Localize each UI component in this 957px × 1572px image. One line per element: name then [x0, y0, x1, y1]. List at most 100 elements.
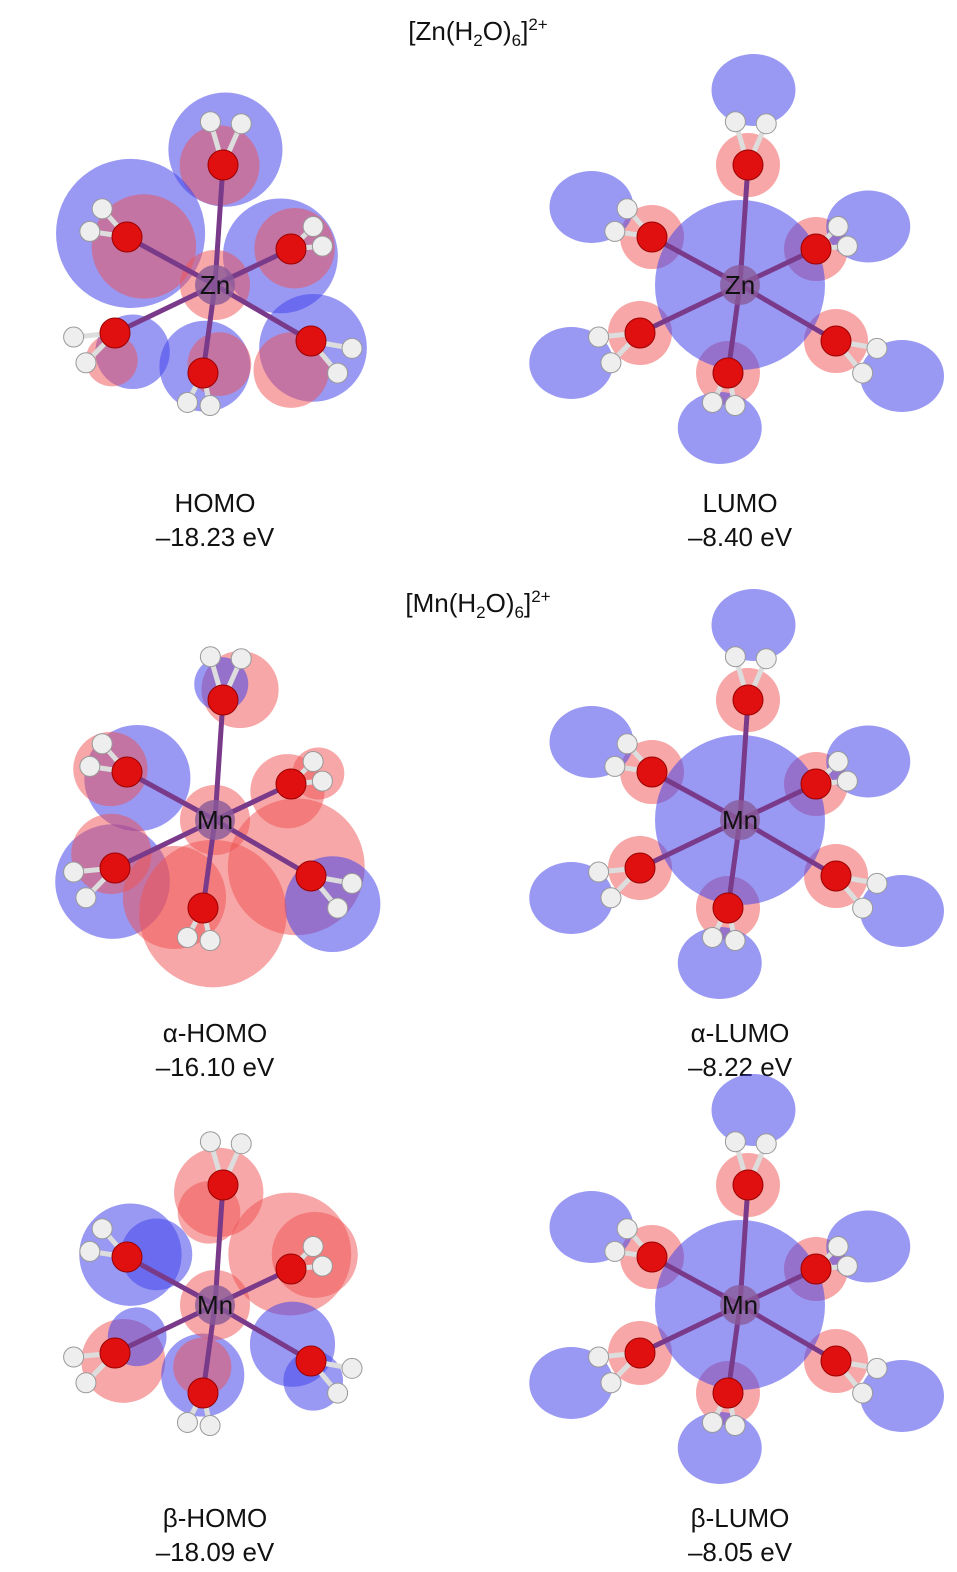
hydrogen-atom [589, 862, 609, 882]
hydrogen-atom [756, 649, 776, 669]
hydrogen-atom [725, 931, 745, 951]
orbital-picture: Mn [64, 1132, 362, 1436]
oxygen-atom [100, 1338, 130, 1368]
metal-label: Mn [722, 805, 758, 835]
oxygen-atom [821, 861, 851, 891]
hydrogen-atom [601, 353, 621, 373]
hydrogen-atom [312, 236, 332, 256]
metal-label: Zn [200, 270, 230, 300]
section-title: [Mn(H2O)6]2+ [405, 587, 550, 622]
hydrogen-atom [64, 1347, 84, 1367]
metal-label: Mn [197, 805, 233, 835]
orbital-energy: –18.09 eV [156, 1537, 275, 1567]
oxygen-atom [637, 1242, 667, 1272]
oxygen-atom [801, 234, 831, 264]
hydrogen-atom [76, 353, 96, 373]
hydrogen-atom [328, 363, 348, 383]
oxygen-atom [713, 358, 743, 388]
hydrogen-atom [725, 1416, 745, 1436]
formula-part: [Mn(H [405, 588, 476, 618]
section-title: [Zn(H2O)6]2+ [408, 15, 548, 50]
hydrogen-atom [64, 862, 84, 882]
oxygen-atom [188, 893, 218, 923]
oxygen-atom [733, 1170, 763, 1200]
oxygen-atom [733, 150, 763, 180]
hydrogen-atom [725, 396, 745, 416]
hydrogen-atom [328, 1383, 348, 1403]
oxygen-atom [296, 1346, 326, 1376]
oxygen-atom [208, 150, 238, 180]
hydrogen-atom [837, 1256, 857, 1276]
hydrogen-atom [200, 396, 220, 416]
orbital-energy: –16.10 eV [156, 1052, 275, 1082]
oxygen-atom [112, 222, 142, 252]
orbital-picture: Mn [529, 1074, 944, 1484]
formula-subscript: 6 [512, 31, 521, 50]
orbital-picture: Zn [529, 54, 944, 464]
metal-label: Zn [725, 270, 755, 300]
oxygen-atom [713, 1378, 743, 1408]
oxygen-atom [276, 769, 306, 799]
oxygen-atom [100, 318, 130, 348]
hydrogen-atom [92, 734, 112, 754]
oxygen-atom [208, 1170, 238, 1200]
hydrogen-atom [837, 236, 857, 256]
oxygen-atom [625, 1338, 655, 1368]
orbital-picture: Mn [529, 589, 944, 999]
hydrogen-atom [231, 114, 251, 134]
formula-part: O) [483, 16, 512, 46]
hydrogen-atom [867, 1358, 887, 1378]
hydrogen-atom [80, 1241, 100, 1261]
orbital-label: α-HOMO [163, 1018, 268, 1048]
hydrogen-atom [231, 1134, 251, 1154]
orbital-picture: Zn [56, 93, 367, 416]
hydrogen-atom [76, 888, 96, 908]
hydrogen-atom [617, 734, 637, 754]
orbital-label: β-HOMO [163, 1503, 268, 1533]
oxygen-atom [713, 893, 743, 923]
orbital-energy: –8.05 eV [688, 1537, 793, 1567]
hydrogen-atom [589, 327, 609, 347]
oxygen-atom [625, 318, 655, 348]
hydrogen-atom [828, 1237, 848, 1257]
oxygen-atom [188, 1378, 218, 1408]
hydrogen-atom [80, 221, 100, 241]
oxygen-atom [801, 769, 831, 799]
hydrogen-atom [702, 1412, 722, 1432]
oxygen-atom [637, 222, 667, 252]
hydrogen-atom [725, 647, 745, 667]
hydrogen-atom [342, 338, 362, 358]
hydrogen-atom [80, 756, 100, 776]
hydrogen-atom [303, 752, 323, 772]
hydrogen-atom [605, 1241, 625, 1261]
oxygen-atom [801, 1254, 831, 1284]
orbital-label: HOMO [175, 488, 256, 518]
hydrogen-atom [702, 927, 722, 947]
hydrogen-atom [725, 112, 745, 132]
orbital-energy: –8.40 eV [688, 522, 793, 552]
hydrogen-atom [328, 898, 348, 918]
hydrogen-atom [303, 217, 323, 237]
oxygen-atom [625, 853, 655, 883]
formula-superscript: 2+ [531, 587, 550, 606]
hydrogen-atom [200, 112, 220, 132]
metal-label: Mn [197, 1290, 233, 1320]
oxygen-atom [276, 234, 306, 264]
formula-subscript: 2 [473, 31, 482, 50]
hydrogen-atom [64, 327, 84, 347]
hydrogen-atom [589, 1347, 609, 1367]
hydrogen-atom [756, 114, 776, 134]
hydrogen-atom [853, 1383, 873, 1403]
formula-superscript: 2+ [528, 15, 547, 34]
metal-label: Mn [722, 1290, 758, 1320]
hydrogen-atom [828, 752, 848, 772]
oxygen-atom [733, 685, 763, 715]
figure: [Zn(H2O)6]2+ [Mn(H2O)6]2+ ZnHOMO–18.23 e… [0, 0, 957, 1572]
hydrogen-atom [312, 1256, 332, 1276]
hydrogen-atom [177, 927, 197, 947]
hydrogen-atom [177, 392, 197, 412]
hydrogen-atom [200, 931, 220, 951]
orbital-lobe [712, 54, 796, 126]
hydrogen-atom [200, 647, 220, 667]
orbital-picture: Mn [55, 647, 380, 988]
